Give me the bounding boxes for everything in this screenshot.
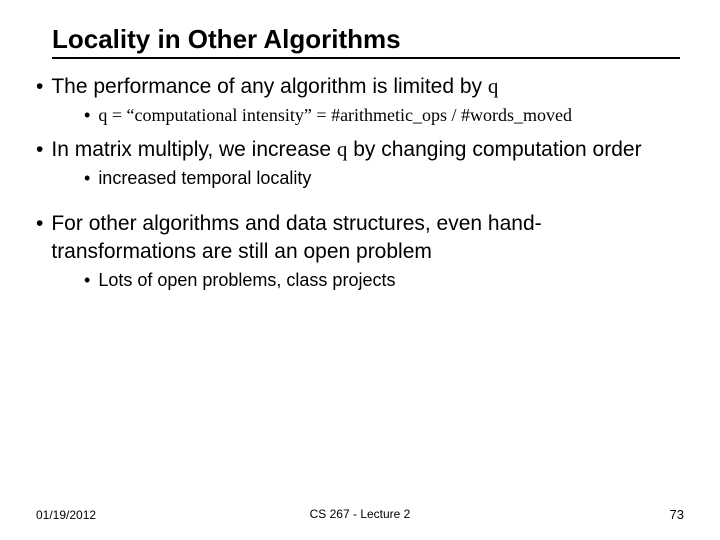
sub-bullet-text: increased temporal locality: [98, 167, 311, 190]
footer-course: CS 267 - Lecture 2: [310, 507, 411, 521]
footer-date: 01/19/2012: [36, 508, 96, 522]
sub-bullet-item: • q = “computational intensity” = #arith…: [84, 104, 684, 127]
slide-body: • The performance of any algorithm is li…: [0, 59, 720, 292]
bullet-dot: •: [84, 269, 90, 292]
sub-bullet-item: • Lots of open problems, class projects: [84, 269, 684, 292]
bullet-item: • For other algorithms and data structur…: [36, 210, 684, 265]
bullet-dot: •: [36, 136, 43, 163]
bullet-dot: •: [36, 73, 43, 100]
sub-bullet-text: q = “computational intensity” = #arithme…: [98, 104, 572, 127]
bullet-dot: •: [84, 104, 90, 127]
bullet-text: The performance of any algorithm is limi…: [51, 73, 498, 100]
bullet-dot: •: [84, 167, 90, 190]
slide-title: Locality in Other Algorithms: [52, 24, 680, 59]
bullet-text: For other algorithms and data structures…: [51, 210, 684, 265]
footer-page-number: 73: [670, 507, 684, 522]
bullet-dot: •: [36, 210, 43, 237]
sub-bullet-text: Lots of open problems, class projects: [98, 269, 395, 292]
sub-bullet-item: • increased temporal locality: [84, 167, 684, 190]
bullet-item: • In matrix multiply, we increase q by c…: [36, 136, 684, 163]
bullet-text: In matrix multiply, we increase q by cha…: [51, 136, 641, 163]
bullet-item: • The performance of any algorithm is li…: [36, 73, 684, 100]
slide-footer: 01/19/2012 CS 267 - Lecture 2 73: [0, 507, 720, 522]
